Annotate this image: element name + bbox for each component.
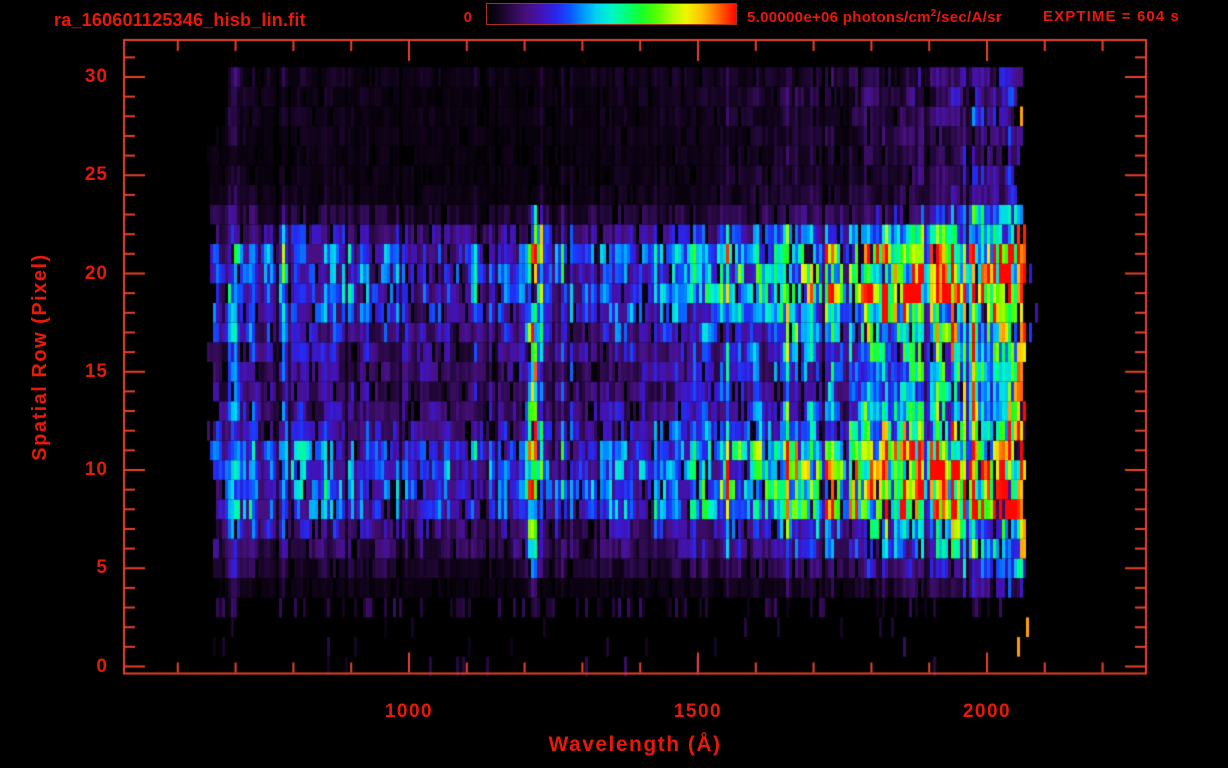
colorbar-gradient bbox=[486, 3, 737, 25]
colorbar-max-label-prefix: 5.00000e+06 photons/cm bbox=[747, 9, 931, 26]
y-axis-title: Spatial Row (Pixel) bbox=[29, 253, 51, 461]
y-tick-label: 5 bbox=[96, 557, 108, 579]
exptime-label: EXPTIME = 604 s bbox=[1043, 8, 1180, 25]
file-title: ra_160601125346_hisb_lin.fit bbox=[54, 10, 306, 30]
y-tick-label: 15 bbox=[84, 360, 108, 382]
y-tick-label: 0 bbox=[96, 655, 108, 677]
x-tick-label: 1500 bbox=[673, 701, 723, 722]
y-tick-label: 20 bbox=[84, 262, 108, 284]
colorbar-max-label-exponent: 2 bbox=[930, 8, 937, 19]
colorbar-max-label-suffix: /sec/A/sr bbox=[936, 9, 1002, 26]
x-tick-label: 2000 bbox=[962, 701, 1012, 722]
colorbar-max-label: 5.00000e+06 photons/cm2/sec/A/sr bbox=[747, 8, 1002, 26]
x-tick-label: 1000 bbox=[384, 701, 434, 722]
y-tick-label: 10 bbox=[84, 459, 108, 480]
colorbar-min-label: 0 bbox=[463, 9, 472, 26]
x-axis-title: Wavelength (Å) bbox=[548, 733, 722, 756]
y-tick-label: 30 bbox=[84, 66, 108, 87]
y-tick-label: 25 bbox=[84, 164, 108, 186]
